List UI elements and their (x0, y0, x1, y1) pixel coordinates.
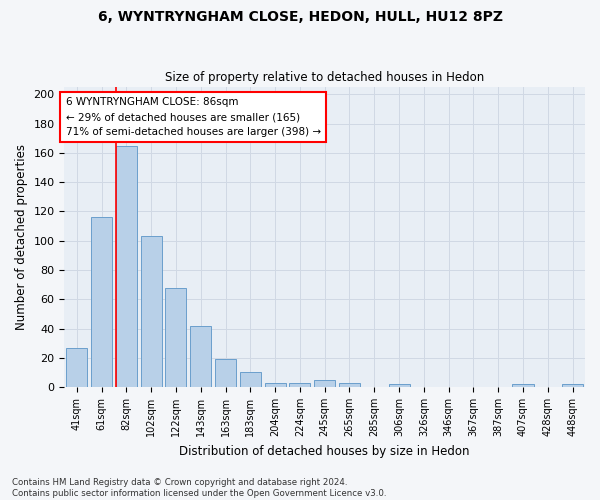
Bar (562, 384, 583, 387)
Bar (215, 360, 236, 387)
Text: Contains HM Land Registry data © Crown copyright and database right 2024.
Contai: Contains HM Land Registry data © Crown c… (12, 478, 386, 498)
Bar (240, 372, 261, 387)
Bar (190, 326, 211, 387)
Text: 6, WYNTRYNGHAM CLOSE, HEDON, HULL, HU12 8PZ: 6, WYNTRYNGHAM CLOSE, HEDON, HULL, HU12 … (97, 10, 503, 24)
Bar (91, 218, 112, 387)
Bar (66, 348, 88, 387)
Bar (166, 288, 187, 387)
Bar (339, 382, 360, 387)
Bar (265, 382, 286, 387)
Y-axis label: Number of detached properties: Number of detached properties (15, 144, 28, 330)
Bar (512, 384, 533, 387)
Bar (289, 382, 310, 387)
Bar (389, 384, 410, 387)
Bar (140, 236, 162, 387)
Title: Size of property relative to detached houses in Hedon: Size of property relative to detached ho… (165, 72, 484, 85)
Bar (314, 380, 335, 387)
Text: 6 WYNTRYNGHAM CLOSE: 86sqm
← 29% of detached houses are smaller (165)
71% of sem: 6 WYNTRYNGHAM CLOSE: 86sqm ← 29% of deta… (65, 98, 321, 137)
Bar (116, 146, 137, 387)
X-axis label: Distribution of detached houses by size in Hedon: Distribution of detached houses by size … (179, 444, 470, 458)
